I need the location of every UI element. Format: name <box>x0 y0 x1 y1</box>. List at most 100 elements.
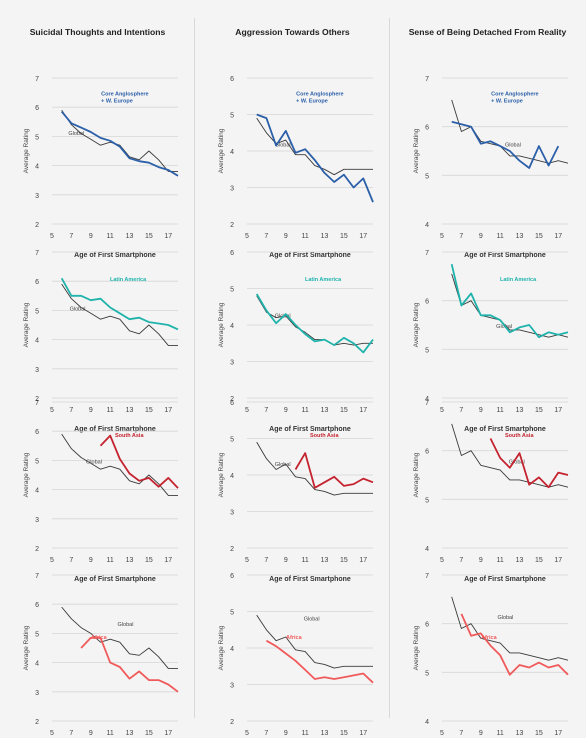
panel-0-2: 4 5 6 7 5 7 9 11 13 15 17 Age of First Smartphone Av… <box>413 76 569 259</box>
panel-2-2: 4 5 6 7 5 7 9 11 13 15 17 Age of First Smartphone Av… <box>413 400 569 583</box>
panel-1-2: 4 5 6 7 5 7 9 11 13 15 17 Age of First Smartphone Av… <box>413 250 569 433</box>
global-series-label: Global <box>275 143 291 149</box>
region-series-line <box>60 277 179 331</box>
y-tick-label: 4 <box>230 323 234 330</box>
x-tick-label: 9 <box>479 557 483 564</box>
global-series-label: Global <box>496 324 512 330</box>
y-tick-label: 7 <box>425 76 429 83</box>
x-tick-label: 11 <box>107 407 114 414</box>
y-axis-title: Average Rating <box>23 452 30 497</box>
y-tick-label: 2 <box>230 719 234 726</box>
x-tick-label: 5 <box>50 407 54 414</box>
y-tick-label: 5 <box>425 497 429 504</box>
y-axis-title: Average Rating <box>413 128 420 173</box>
y-tick-label: 6 <box>230 76 234 83</box>
x-tick-label: 13 <box>516 557 524 564</box>
y-tick-label: 2 <box>35 222 39 229</box>
y-tick-label: 4 <box>230 473 234 480</box>
region-series-line <box>451 120 560 169</box>
x-tick-label: 5 <box>440 557 444 564</box>
panel-3-0: 2 3 4 5 6 7 5 7 9 11 13 15 17 Age of First Smartphone… <box>23 573 179 737</box>
y-tick-label: 3 <box>35 690 39 697</box>
y-tick-label: 7 <box>35 250 39 257</box>
x-tick-label: 7 <box>459 233 463 240</box>
column-title-suicidal: Suicidal Thoughts and Intentions <box>29 27 166 37</box>
y-tick-label: 6 <box>35 602 39 609</box>
x-tick-label: 17 <box>554 233 562 240</box>
x-tick-label: 7 <box>459 557 463 564</box>
x-tick-label: 15 <box>535 730 543 737</box>
x-tick-label: 15 <box>535 407 543 414</box>
x-tick-label: 15 <box>340 730 348 737</box>
global-series-label: Global <box>70 306 86 312</box>
global-series-label: Global <box>497 615 513 621</box>
y-tick-label: 4 <box>35 338 39 345</box>
x-tick-label: 17 <box>554 557 562 564</box>
x-tick-label: 11 <box>107 233 114 240</box>
global-series-label: Global <box>509 459 525 465</box>
x-tick-label: 17 <box>554 407 562 414</box>
y-tick-label: 6 <box>230 573 234 580</box>
y-tick-label: 6 <box>425 449 429 456</box>
x-tick-label: 11 <box>497 407 504 414</box>
y-tick-label: 2 <box>35 546 39 553</box>
x-tick-label: 9 <box>284 557 288 564</box>
y-tick-label: 5 <box>230 287 234 294</box>
y-axis-title: Average Rating <box>23 625 30 670</box>
x-tick-label: 15 <box>535 233 543 240</box>
y-tick-label: 5 <box>425 670 429 677</box>
x-tick-label: 9 <box>89 407 93 414</box>
global-series-line <box>451 596 569 661</box>
y-tick-label: 5 <box>425 347 429 354</box>
x-tick-label: 15 <box>340 407 348 414</box>
x-tick-label: 9 <box>89 233 93 240</box>
y-axis-title: Average Rating <box>218 302 225 347</box>
region-series-line <box>80 636 179 693</box>
y-tick-label: 6 <box>230 250 234 257</box>
panel-0-0: 2 3 4 5 6 7 5 7 9 11 13 15 17 Age of First Smartphone… <box>23 76 179 259</box>
x-tick-label: 17 <box>164 233 172 240</box>
x-tick-label: 9 <box>479 233 483 240</box>
y-tick-label: 3 <box>230 683 234 690</box>
region-series-line <box>489 438 569 489</box>
x-tick-label: 17 <box>164 407 172 414</box>
x-tick-label: 13 <box>126 233 134 240</box>
region-series-label: South Asia <box>310 433 339 439</box>
panel-3-1: 2 3 4 5 6 5 7 9 11 13 15 17 Age of First Smartphone A… <box>218 573 374 737</box>
global-series-line <box>61 606 178 669</box>
x-axis-title: Age of First Smartphone <box>74 252 156 259</box>
region-series-line <box>294 452 374 489</box>
x-tick-label: 5 <box>440 407 444 414</box>
region-series-label: Latin America <box>110 277 147 283</box>
y-tick-label: 5 <box>35 308 39 315</box>
x-tick-label: 9 <box>479 730 483 737</box>
global-series-label: Global <box>505 143 521 149</box>
region-series-label: South Asia <box>115 433 144 439</box>
panel-2-0: 2 3 4 5 6 7 5 7 9 11 13 15 17 Age of First Smartphone… <box>23 400 179 583</box>
x-tick-label: 13 <box>516 730 524 737</box>
x-tick-label: 13 <box>126 407 134 414</box>
x-tick-label: 13 <box>516 233 524 240</box>
panel-2-1: 2 3 4 5 6 5 7 9 11 13 15 17 Age of First Smartphone A… <box>218 400 374 583</box>
x-tick-label: 11 <box>107 730 114 737</box>
y-tick-label: 4 <box>425 719 429 726</box>
panel-0-1: 2 3 4 5 6 5 7 9 11 13 15 17 Age of First Smartphone A… <box>218 76 374 259</box>
region-series-label: Africa <box>481 635 498 641</box>
x-axis-title: Age of First Smartphone <box>269 252 351 259</box>
y-tick-label: 7 <box>35 573 39 580</box>
x-tick-label: 5 <box>245 407 249 414</box>
region-series-label: Core Anglosphere <box>296 92 343 98</box>
x-tick-label: 13 <box>321 233 329 240</box>
x-tick-label: 7 <box>69 730 73 737</box>
y-tick-label: 2 <box>230 222 234 229</box>
global-series-line <box>256 295 373 346</box>
x-tick-label: 9 <box>284 730 288 737</box>
region-series-line <box>450 263 569 339</box>
x-tick-label: 17 <box>554 730 562 737</box>
global-series-label: Global <box>86 459 102 465</box>
x-tick-label: 11 <box>497 557 504 564</box>
y-tick-label: 7 <box>425 400 429 407</box>
y-tick-label: 3 <box>35 367 39 374</box>
panel-3-2: 4 5 6 7 5 7 9 11 13 15 17 Age of First Smartphone Av… <box>413 573 569 737</box>
x-tick-label: 15 <box>145 557 153 564</box>
